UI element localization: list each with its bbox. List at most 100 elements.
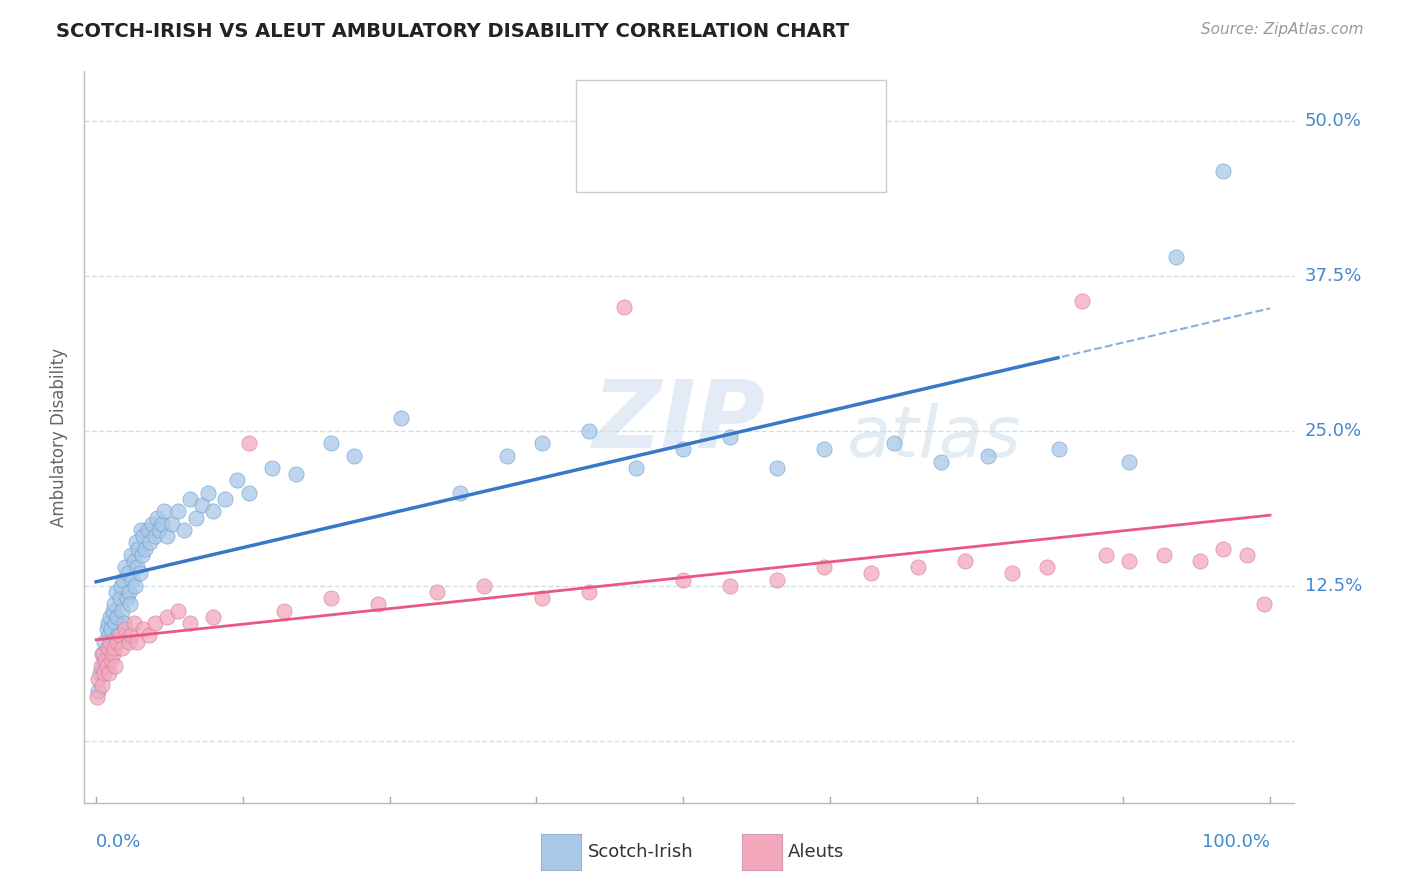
Scotch-Irish xyxy=(91,647,114,661)
Aleuts xyxy=(108,628,131,642)
Scotch-Irish xyxy=(100,622,122,636)
Text: Aleuts: Aleuts xyxy=(787,843,844,861)
Scotch-Irish xyxy=(155,529,177,543)
Text: 12.5%: 12.5% xyxy=(1305,577,1362,595)
Aleuts xyxy=(1153,548,1175,562)
Scotch-Irish xyxy=(1047,442,1070,457)
Scotch-Irish xyxy=(93,634,115,648)
Scotch-Irish xyxy=(101,604,124,618)
Scotch-Irish xyxy=(107,628,129,642)
Scotch-Irish xyxy=(449,486,471,500)
Scotch-Irish xyxy=(112,615,135,630)
Aleuts xyxy=(179,615,201,630)
Aleuts xyxy=(98,665,121,680)
Scotch-Irish xyxy=(127,560,149,574)
Scotch-Irish xyxy=(104,615,127,630)
Aleuts xyxy=(1094,548,1116,562)
Text: atlas: atlas xyxy=(846,402,1021,472)
Text: R =: R = xyxy=(638,148,678,166)
Text: 82: 82 xyxy=(797,104,821,122)
Aleuts xyxy=(1253,598,1275,612)
Scotch-Irish xyxy=(162,516,184,531)
Scotch-Irish xyxy=(108,591,131,606)
Text: 0.0%: 0.0% xyxy=(96,833,142,851)
Scotch-Irish xyxy=(97,640,120,655)
Text: SCOTCH-IRISH VS ALEUT AMBULATORY DISABILITY CORRELATION CHART: SCOTCH-IRISH VS ALEUT AMBULATORY DISABIL… xyxy=(56,22,849,41)
Bar xyxy=(600,141,627,173)
Scotch-Irish xyxy=(531,436,554,450)
Scotch-Irish xyxy=(319,436,342,450)
Text: 50.0%: 50.0% xyxy=(1305,112,1361,130)
Scotch-Irish xyxy=(96,622,118,636)
Scotch-Irish xyxy=(118,585,141,599)
Scotch-Irish xyxy=(105,610,128,624)
Scotch-Irish xyxy=(120,598,142,612)
Aleuts xyxy=(319,591,342,606)
Scotch-Irish xyxy=(214,491,236,506)
Scotch-Irish xyxy=(111,604,134,618)
Scotch-Irish xyxy=(132,529,155,543)
Scotch-Irish xyxy=(226,474,249,488)
Scotch-Irish xyxy=(127,541,149,556)
Scotch-Irish xyxy=(1212,163,1234,178)
Scotch-Irish xyxy=(146,510,169,524)
Aleuts xyxy=(90,659,112,673)
Scotch-Irish xyxy=(238,486,260,500)
Aleuts xyxy=(472,579,495,593)
Scotch-Irish xyxy=(150,516,173,531)
Aleuts xyxy=(111,640,134,655)
Scotch-Irish xyxy=(87,684,110,698)
Aleuts xyxy=(138,628,160,642)
Aleuts xyxy=(672,573,695,587)
Aleuts xyxy=(132,622,155,636)
Scotch-Irish xyxy=(883,436,905,450)
Scotch-Irish xyxy=(134,541,156,556)
Aleuts xyxy=(91,647,114,661)
Scotch-Irish xyxy=(103,634,125,648)
Scotch-Irish xyxy=(98,628,121,642)
Aleuts xyxy=(1036,560,1059,574)
Aleuts xyxy=(859,566,882,581)
Text: 37.5%: 37.5% xyxy=(1305,267,1362,285)
Aleuts xyxy=(367,598,389,612)
Aleuts xyxy=(91,678,114,692)
Scotch-Irish xyxy=(121,573,143,587)
Scotch-Irish xyxy=(262,461,284,475)
Aleuts xyxy=(98,634,121,648)
Scotch-Irish xyxy=(718,430,741,444)
Scotch-Irish xyxy=(117,566,139,581)
Scotch-Irish xyxy=(977,449,1000,463)
Scotch-Irish xyxy=(125,535,148,549)
Scotch-Irish xyxy=(202,504,225,518)
Aleuts xyxy=(273,604,295,618)
Scotch-Irish xyxy=(578,424,600,438)
Scotch-Irish xyxy=(112,573,135,587)
Text: 0.272: 0.272 xyxy=(676,148,734,166)
Aleuts xyxy=(86,690,108,705)
Scotch-Irish xyxy=(120,548,142,562)
Aleuts xyxy=(718,579,741,593)
Aleuts xyxy=(101,647,124,661)
Scotch-Irish xyxy=(103,598,125,612)
Scotch-Irish xyxy=(766,461,789,475)
Aleuts xyxy=(766,573,789,587)
Scotch-Irish xyxy=(167,504,190,518)
Aleuts xyxy=(531,591,554,606)
Aleuts xyxy=(1001,566,1024,581)
Aleuts xyxy=(813,560,835,574)
Scotch-Irish xyxy=(89,665,111,680)
Scotch-Irish xyxy=(129,523,152,537)
Scotch-Irish xyxy=(139,535,162,549)
Scotch-Irish xyxy=(122,554,145,568)
Scotch-Irish xyxy=(1118,455,1140,469)
Aleuts xyxy=(1212,541,1234,556)
Aleuts xyxy=(1188,554,1211,568)
Scotch-Irish xyxy=(389,411,412,425)
Scotch-Irish xyxy=(197,486,219,500)
Scotch-Irish xyxy=(124,579,146,593)
Text: N =: N = xyxy=(758,104,799,122)
Aleuts xyxy=(1118,554,1140,568)
Text: 56: 56 xyxy=(797,148,821,166)
Scotch-Irish xyxy=(128,566,150,581)
Aleuts xyxy=(202,610,225,624)
